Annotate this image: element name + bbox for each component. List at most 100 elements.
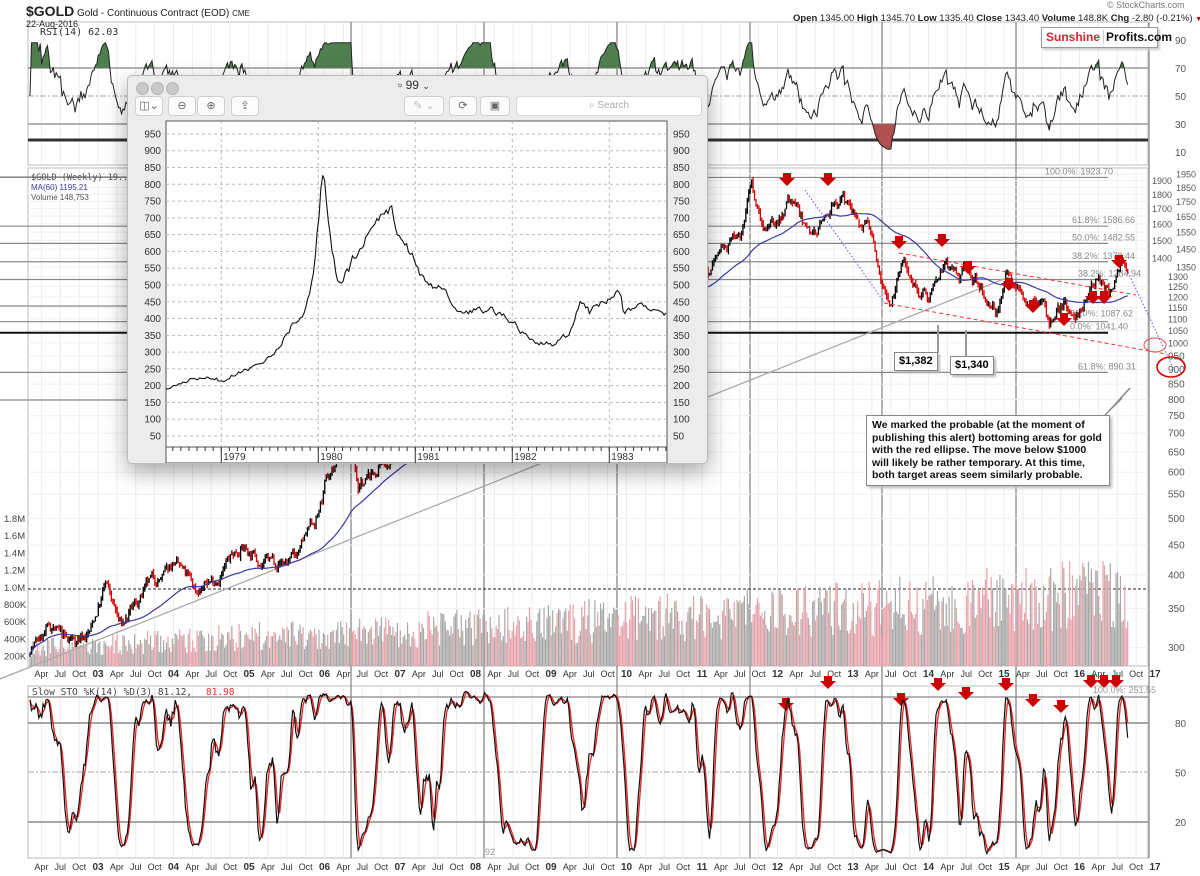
- volume-bar: [344, 644, 346, 666]
- price-tick-label: 1400: [1152, 253, 1172, 263]
- share-button[interactable]: ⇪: [231, 96, 259, 116]
- volume-bar: [887, 603, 889, 666]
- callout-pointer: [1104, 387, 1131, 416]
- volume-bar: [929, 594, 931, 666]
- volume-bar: [364, 628, 367, 666]
- x-axis-label: Oct: [223, 862, 238, 872]
- share-icon: ⇪: [240, 100, 250, 112]
- inset-y-label-right: 650: [673, 230, 690, 241]
- x-axis-label: Apr: [865, 669, 879, 679]
- volume-bar: [215, 651, 217, 666]
- volume-bar: [494, 637, 496, 666]
- volume-bar: [171, 638, 173, 666]
- volume-bar: [289, 646, 291, 666]
- volume-bar: [945, 603, 947, 666]
- zoom-in-button[interactable]: ⊕: [197, 96, 225, 116]
- ohlc-label: High: [856, 13, 881, 24]
- volume-bar: [902, 614, 904, 666]
- window-title[interactable]: ▫ 99 ⌄: [398, 78, 430, 92]
- volume-bar: [478, 609, 480, 666]
- x-axis-label: 06: [319, 669, 331, 680]
- volume-bar: [388, 619, 390, 666]
- volume-bar: [71, 642, 73, 666]
- volume-bar: [502, 636, 504, 666]
- x-axis-label: 14: [923, 862, 935, 873]
- volume-bar: [1012, 584, 1014, 666]
- volume-bar: [501, 640, 503, 666]
- volume-bar: [196, 630, 198, 666]
- markup-button[interactable]: ✎ ⌄: [404, 96, 444, 116]
- close-window-button[interactable]: [136, 82, 149, 95]
- zoom-in-icon: ⊕: [206, 100, 216, 112]
- x-axis-label: Jul: [507, 669, 519, 679]
- volume-bar: [607, 617, 609, 666]
- volume-bar: [190, 651, 192, 666]
- volume-bar: [881, 635, 883, 666]
- volume-bar: [123, 635, 126, 666]
- volume-bar: [270, 636, 272, 666]
- volume-bar: [157, 630, 159, 666]
- zoom-out-button[interactable]: ⊖: [168, 96, 196, 116]
- volume-bar: [399, 630, 401, 666]
- x-axis-label: Jul: [205, 669, 217, 679]
- x-axis-label: Apr: [185, 862, 199, 872]
- price-tick-label: 900: [1168, 365, 1185, 376]
- price-tick-label: 800: [1168, 395, 1185, 406]
- x-axis-label: 07: [394, 669, 406, 680]
- volume-bar: [666, 593, 669, 666]
- volume-bar: [350, 637, 352, 666]
- volume-bar: [260, 649, 262, 666]
- channel-upper-line: [898, 252, 1137, 296]
- inset-y-label: 500: [144, 280, 161, 291]
- sto-fib-label: 100.0%: 251.55: [1093, 685, 1156, 695]
- volume-bar: [1048, 576, 1050, 666]
- volume-bar: [1050, 567, 1052, 666]
- volume-bar: [739, 600, 741, 666]
- volume-bar: [485, 620, 487, 666]
- ohlc-readout: Open 1345.00 High 1345.70 Low 1335.40 Cl…: [793, 13, 1200, 25]
- volume-bar: [54, 646, 56, 666]
- volume-bar: [804, 586, 806, 666]
- volume-bar: [49, 653, 51, 666]
- document-icon: ▫: [398, 78, 403, 92]
- volume-bar: [376, 621, 378, 666]
- volume-bar: [713, 621, 715, 666]
- volume-bar: [277, 639, 279, 666]
- price-tick-label: 650: [1168, 447, 1185, 458]
- volume-bar: [520, 638, 522, 666]
- minimize-window-button[interactable]: [151, 82, 164, 95]
- x-axis-label: Jul: [809, 862, 821, 872]
- volume-bar: [470, 627, 473, 666]
- volume-bar: [691, 618, 693, 666]
- price-tick-label: 550: [1168, 490, 1185, 501]
- volume-bar: [616, 618, 618, 666]
- volume-bar: [446, 630, 448, 666]
- toolbox-button[interactable]: ▣: [480, 96, 510, 116]
- inset-y-label: 700: [144, 213, 161, 224]
- x-axis-label: Apr: [412, 862, 426, 872]
- volume-bar: [675, 600, 677, 666]
- volume-bar: [173, 644, 175, 666]
- price-tick-label: 1350: [1176, 263, 1196, 273]
- volume-bar: [777, 628, 779, 666]
- volume-bar: [496, 628, 499, 666]
- volume-bar: [78, 645, 81, 666]
- volume-bar: [112, 634, 114, 666]
- inset-x-label: 1981: [417, 452, 440, 463]
- zoom-window-button[interactable]: [166, 82, 179, 95]
- price-tick-label: 500: [1168, 514, 1185, 525]
- inset-y-label-right: 400: [673, 314, 690, 325]
- volume-bar: [311, 631, 313, 666]
- volume-bar: [425, 639, 428, 666]
- volume-bar: [1114, 627, 1116, 666]
- rotate-button[interactable]: ⟳: [449, 96, 477, 116]
- volume-bar: [414, 638, 416, 666]
- search-input[interactable]: ⌕ Search: [516, 96, 702, 116]
- volume-bar: [672, 628, 674, 666]
- sidebar-toggle-button[interactable]: ◫⌄: [135, 96, 163, 116]
- sto-peak-arrow-icon: [1108, 675, 1124, 688]
- volume-bar: [573, 618, 576, 666]
- volume-bar: [303, 649, 306, 666]
- volume-bar: [441, 613, 443, 666]
- volume-bar: [1013, 630, 1016, 666]
